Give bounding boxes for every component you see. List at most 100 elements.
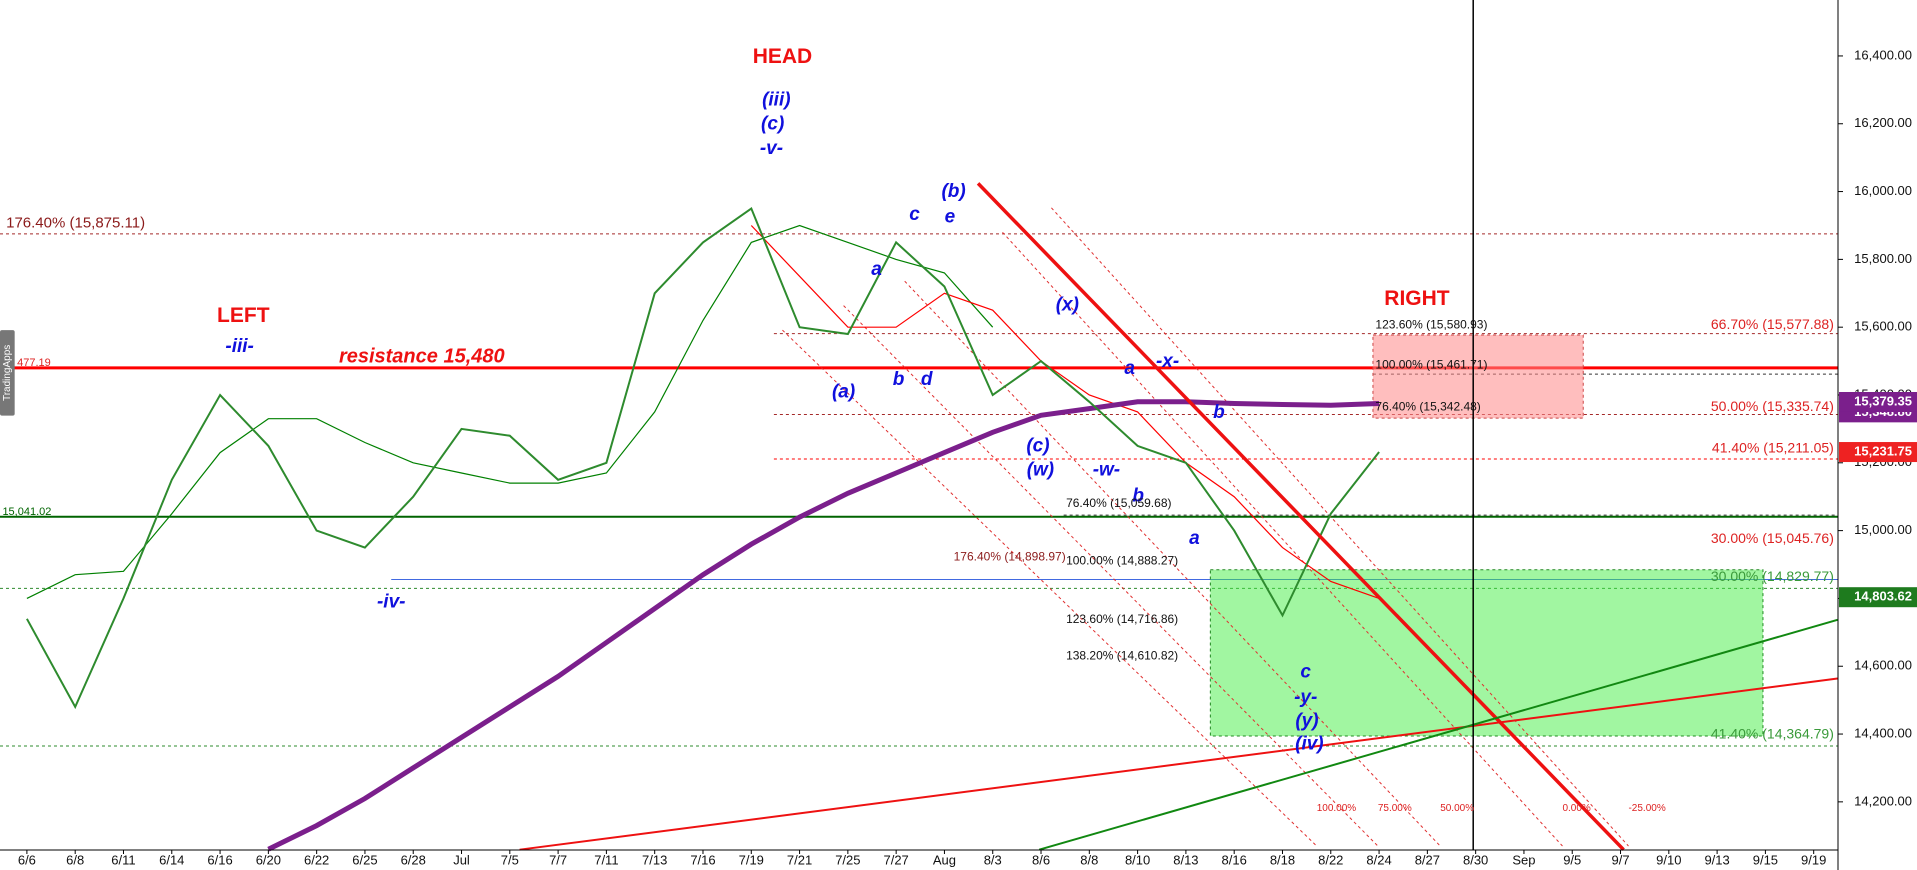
moving-average — [26, 224, 994, 599]
annotation: 50.00% (15,335.74) — [1711, 398, 1834, 414]
target-box — [1372, 334, 1584, 419]
x-tick-label: 8/18 — [1270, 852, 1295, 867]
annotation: b — [1213, 402, 1225, 423]
annotation: c — [909, 204, 920, 225]
x-tick-label: 9/13 — [1704, 852, 1729, 867]
annotation: 76.40% (15,059.68) — [1066, 496, 1171, 510]
y-tick-label: 15,000.00 — [1854, 522, 1912, 537]
x-tick-label: 8/22 — [1318, 852, 1343, 867]
annotation: (a) — [832, 381, 855, 402]
annotation: 76.40% (15,342.48) — [1375, 399, 1480, 413]
x-tick-label: Aug — [933, 852, 956, 867]
fan-line — [1051, 207, 1629, 847]
annotation: -y- — [1294, 687, 1317, 708]
annotation: 138.20% (14,610.82) — [1066, 649, 1178, 663]
annotation: d — [921, 369, 933, 390]
annotation: RIGHT — [1384, 287, 1450, 310]
x-tick-label: 8/24 — [1366, 852, 1391, 867]
annotation: (w) — [1027, 460, 1054, 481]
x-tick-label: 6/20 — [256, 852, 281, 867]
x-tick-label: 8/8 — [1080, 852, 1098, 867]
annotation: 75.00% — [1378, 803, 1412, 814]
x-tick-label: 8/27 — [1415, 852, 1440, 867]
annotation: (iv) — [1295, 734, 1324, 755]
annotation: 100.00% — [1317, 803, 1357, 814]
annotation: 123.60% (15,580.93) — [1375, 317, 1487, 331]
y-tick-label: 14,600.00 — [1854, 658, 1912, 673]
x-tick-label: 7/19 — [739, 852, 764, 867]
fan-line — [904, 280, 1441, 847]
annotation: -w- — [1093, 460, 1120, 481]
x-tick-label: 8/30 — [1463, 852, 1488, 867]
x-tick-label: Sep — [1512, 852, 1535, 867]
annotation: b — [1132, 485, 1144, 506]
fan-line — [1002, 231, 1563, 847]
fan-line — [843, 305, 1379, 847]
x-tick-label: 6/22 — [304, 852, 329, 867]
y-tick-label: 15,800.00 — [1854, 251, 1912, 266]
x-tick-label: 6/16 — [207, 852, 232, 867]
annotation: -v- — [760, 138, 783, 159]
x-tick-label: 6/8 — [66, 852, 84, 867]
watermark-tab — [0, 330, 15, 416]
annotation: 123.60% (14,716.86) — [1066, 612, 1178, 626]
annotation: (x) — [1056, 295, 1079, 316]
price-line — [26, 206, 1380, 710]
x-tick-label: 6/6 — [18, 852, 36, 867]
annotation: 176.40% (14,898.97) — [954, 550, 1066, 564]
annotation: resistance 15,480 — [339, 345, 505, 367]
x-tick-label: 8/10 — [1125, 852, 1150, 867]
annotation: 66.70% (15,577.88) — [1711, 316, 1834, 332]
y-tick-label: 14,200.00 — [1854, 793, 1912, 808]
annotation: -25.00% — [1628, 803, 1665, 814]
annotation: 30.00% (14,829.77) — [1711, 568, 1834, 584]
annotation: b — [893, 369, 905, 390]
x-tick-label: 7/13 — [642, 852, 667, 867]
annotation: 41.40% (14,364.79) — [1711, 725, 1834, 741]
annotation: (y) — [1295, 710, 1318, 731]
price-badge-label: 15,379.35 — [1854, 393, 1912, 408]
x-tick-label: 7/27 — [883, 852, 908, 867]
annotation: a — [1124, 358, 1135, 379]
x-tick-label: 8/6 — [1032, 852, 1050, 867]
x-tick-label: Jul — [453, 852, 470, 867]
x-tick-label: 9/5 — [1563, 852, 1581, 867]
annotation: (c) — [761, 114, 784, 135]
x-tick-label: 8/3 — [984, 852, 1002, 867]
trend-line — [1038, 618, 1838, 851]
annotation: e — [945, 207, 956, 228]
axis-panel — [1838, 0, 1917, 870]
price-badge-label: 15,231.75 — [1854, 443, 1912, 458]
x-tick-label: 7/11 — [594, 852, 618, 867]
annotation: 50.00% — [1440, 803, 1474, 814]
x-tick-label: 6/11 — [111, 852, 135, 867]
annotation: 30.00% (15,045.76) — [1711, 530, 1834, 546]
price-badge — [1839, 391, 1917, 412]
x-tick-label: 6/14 — [159, 852, 184, 867]
annotation: TradingApps — [2, 345, 13, 401]
y-tick-label: 16,200.00 — [1854, 115, 1912, 130]
annotation: 100.00% (14,888.27) — [1066, 553, 1178, 567]
x-tick-label: 6/28 — [401, 852, 426, 867]
moving-average — [267, 399, 1380, 852]
x-tick-label: 7/7 — [549, 852, 567, 867]
annotation: 41.40% (15,211.05) — [1712, 439, 1834, 455]
fan-line — [782, 329, 1318, 847]
annotation: a — [871, 259, 882, 280]
x-tick-label: 8/13 — [1173, 852, 1198, 867]
annotation: (c) — [1026, 435, 1049, 456]
y-tick-label: 16,400.00 — [1854, 47, 1912, 62]
y-tick-label: 16,000.00 — [1854, 183, 1912, 198]
moving-average — [750, 225, 1380, 599]
x-tick-label: 7/5 — [501, 852, 519, 867]
annotation: -iii- — [225, 336, 254, 357]
y-tick-label: 14,400.00 — [1854, 725, 1912, 740]
annotation: 15,041.02 — [2, 506, 51, 518]
trend-line — [976, 182, 1625, 851]
x-tick-label: 7/16 — [690, 852, 715, 867]
x-tick-label: 9/19 — [1801, 852, 1826, 867]
price-badge-label: 14,803.62 — [1854, 589, 1912, 604]
annotation: -x- — [1156, 351, 1179, 372]
